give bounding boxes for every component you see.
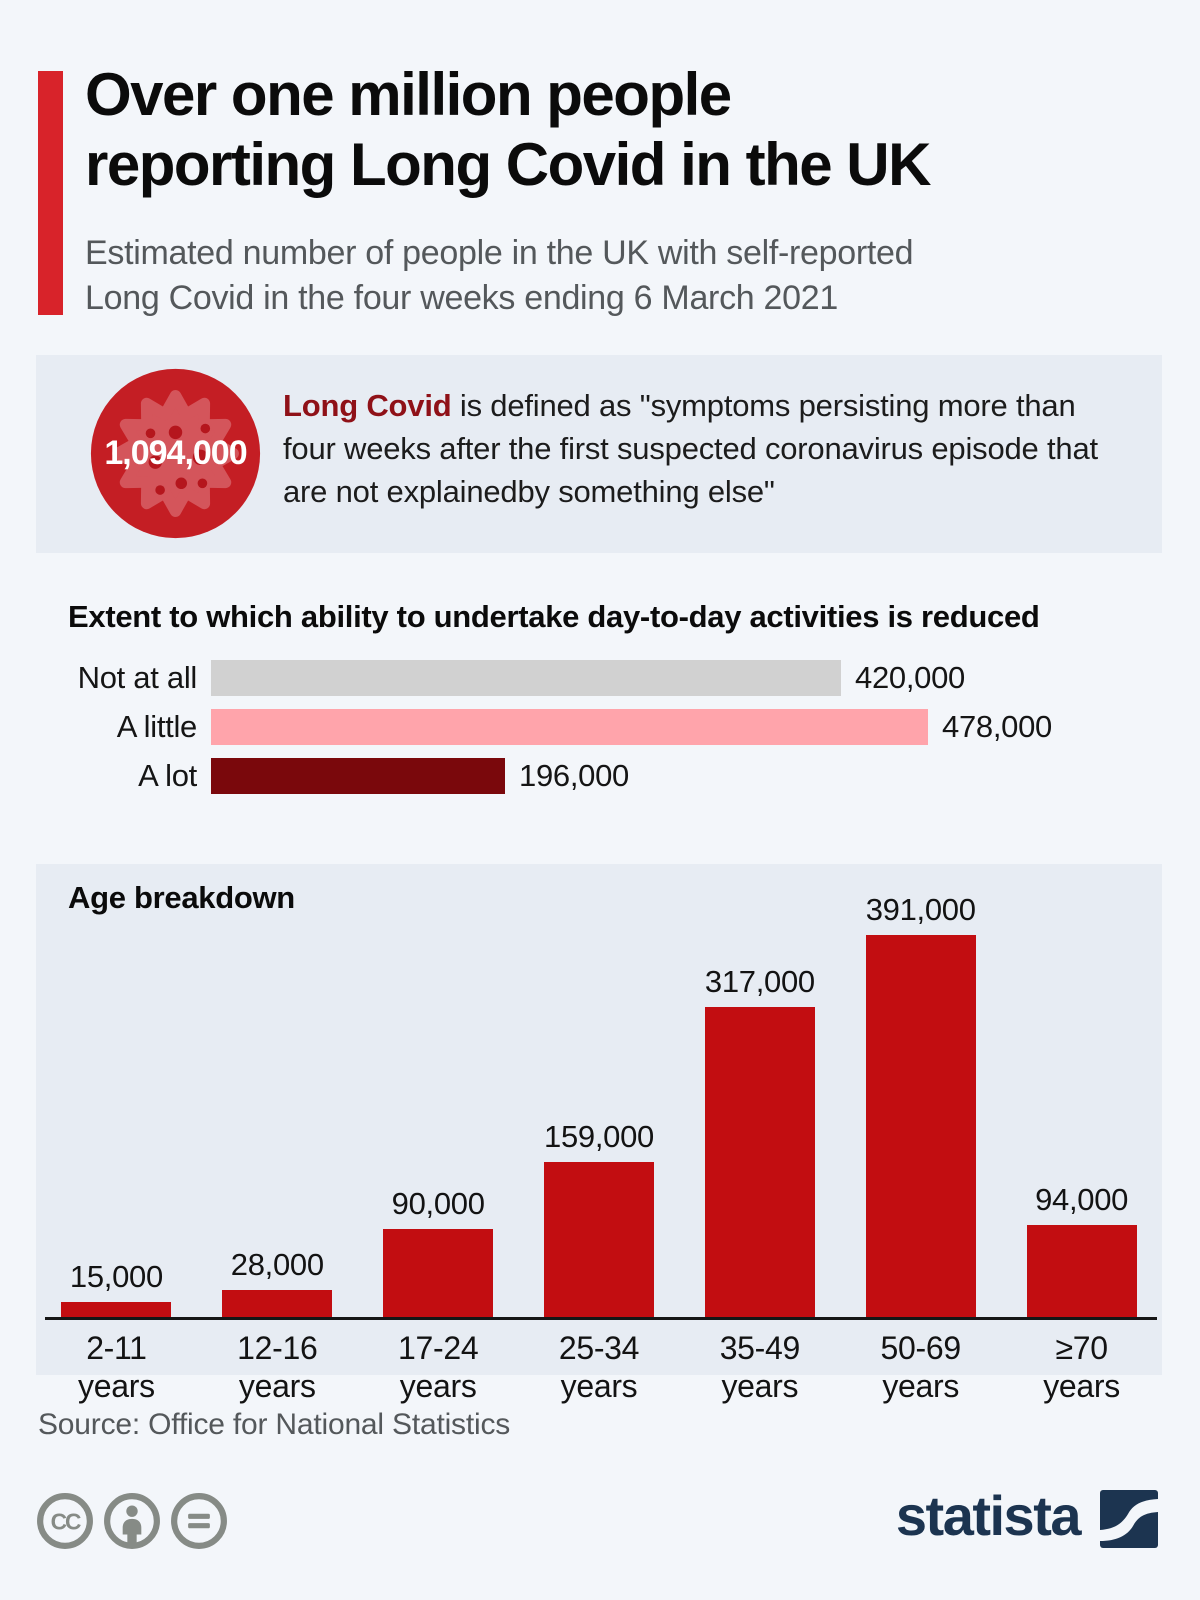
age-category-label: ≥70 years	[1043, 1330, 1120, 1404]
extent-bar	[211, 708, 928, 745]
page-subtitle: Estimated number of people in the UK wit…	[85, 231, 1165, 321]
extent-value-label: 420,000	[855, 659, 965, 695]
age-value-label: 90,000	[391, 1186, 485, 1221]
age-category-label: 35-49 years	[719, 1330, 801, 1404]
age-category-label: 12-16 years	[237, 1330, 318, 1404]
age-column: 15,000	[36, 864, 197, 1317]
age-chart-panel: Age breakdown 15,000 28,000 90,000 159,000 3…	[36, 864, 1162, 1404]
age-value-label: 317,000	[704, 964, 815, 999]
age-bar	[865, 935, 976, 1317]
extent-row: Not at all 420,000	[0, 653, 1200, 702]
virus-icon: 1,094,000	[89, 367, 262, 540]
age-column: 28,000	[197, 864, 358, 1317]
age-column: 94,000	[1001, 864, 1162, 1317]
extent-category-label: Not at all	[77, 659, 198, 695]
attribution-icon	[103, 1492, 161, 1550]
definition-panel: 1,094,000 Long Covid is defined as "symp…	[36, 355, 1162, 553]
statista-mark-icon	[1100, 1490, 1158, 1548]
age-category-label: 25-34 years	[558, 1330, 640, 1404]
extent-value-label: 196,000	[519, 757, 629, 793]
age-bar	[544, 1162, 654, 1317]
extent-chart-rows: Not at all 420,000 A little 478,000 A lot 196…	[0, 653, 1200, 800]
age-bar	[61, 1302, 172, 1317]
extent-category-label: A little	[116, 708, 198, 744]
page-title-line1: Over one million people	[85, 61, 732, 128]
age-value-label: 391,000	[865, 892, 976, 927]
cc-icon: CC	[36, 1492, 94, 1550]
age-column: 90,000	[358, 864, 519, 1317]
age-bar	[704, 1007, 815, 1317]
age-value-label: 28,000	[230, 1247, 324, 1282]
age-value-label: 15,000	[69, 1259, 163, 1294]
long-covid-definition: Long Covid is defined as "symptoms persi…	[283, 385, 1133, 513]
statista-logo: statista	[896, 1488, 1158, 1550]
extent-value-label: 478,000	[942, 708, 1052, 744]
age-bar	[1026, 1225, 1137, 1317]
highlight-total-value: 1,094,000	[104, 434, 247, 472]
age-column: 159,000	[519, 864, 680, 1317]
page-subtitle-line2: Long Covid in the four weeks ending 6 Ma…	[85, 279, 838, 318]
license-icons: CC	[36, 1492, 228, 1550]
extent-bar	[211, 659, 841, 696]
no-derivatives-icon	[170, 1492, 228, 1550]
page-subtitle-line1: Estimated number of people in the UK wit…	[85, 234, 914, 272]
age-category-label: 2-11 years	[78, 1330, 155, 1404]
age-category-label: 17-24 years	[397, 1330, 479, 1404]
source-credit: Source: Office for National Statistics	[38, 1408, 511, 1441]
title-accent-bar	[38, 71, 63, 315]
age-chart-columns: 15,000 28,000 90,000 159,000 317,000 391,000 9…	[36, 864, 1162, 1317]
age-value-label: 159,000	[544, 1119, 654, 1154]
page-title-line2: reporting Long Covid in the UK	[85, 131, 931, 199]
svg-text:CC: CC	[51, 1508, 81, 1534]
age-value-label: 94,000	[1035, 1182, 1129, 1217]
definition-text: is defined as "symptoms persisting more …	[283, 388, 1098, 509]
statista-wordmark: statista	[895, 1484, 1082, 1547]
extent-chart-title: Extent to which ability to undertake day…	[68, 599, 1040, 634]
age-chart-title: Age breakdown	[68, 880, 295, 915]
page-title: Over one million people reporting Long C…	[85, 60, 1165, 200]
age-chart-category-labels: 2-11 years 12-16 years 17-24 years 25-34 years 3…	[36, 1330, 1162, 1406]
extent-row: A little 478,000	[0, 702, 1200, 751]
age-bar	[222, 1290, 333, 1317]
age-bar	[383, 1229, 494, 1317]
extent-row: A lot 196,000	[0, 751, 1200, 800]
age-category-label: 50-69 years	[880, 1330, 962, 1404]
age-column: 317,000	[679, 864, 840, 1317]
age-chart-axis-line	[45, 1317, 1157, 1320]
extent-bar	[211, 757, 505, 794]
age-column: 391,000	[840, 864, 1001, 1317]
definition-term: Long Covid	[283, 388, 452, 423]
extent-category-label: A lot	[138, 757, 197, 793]
